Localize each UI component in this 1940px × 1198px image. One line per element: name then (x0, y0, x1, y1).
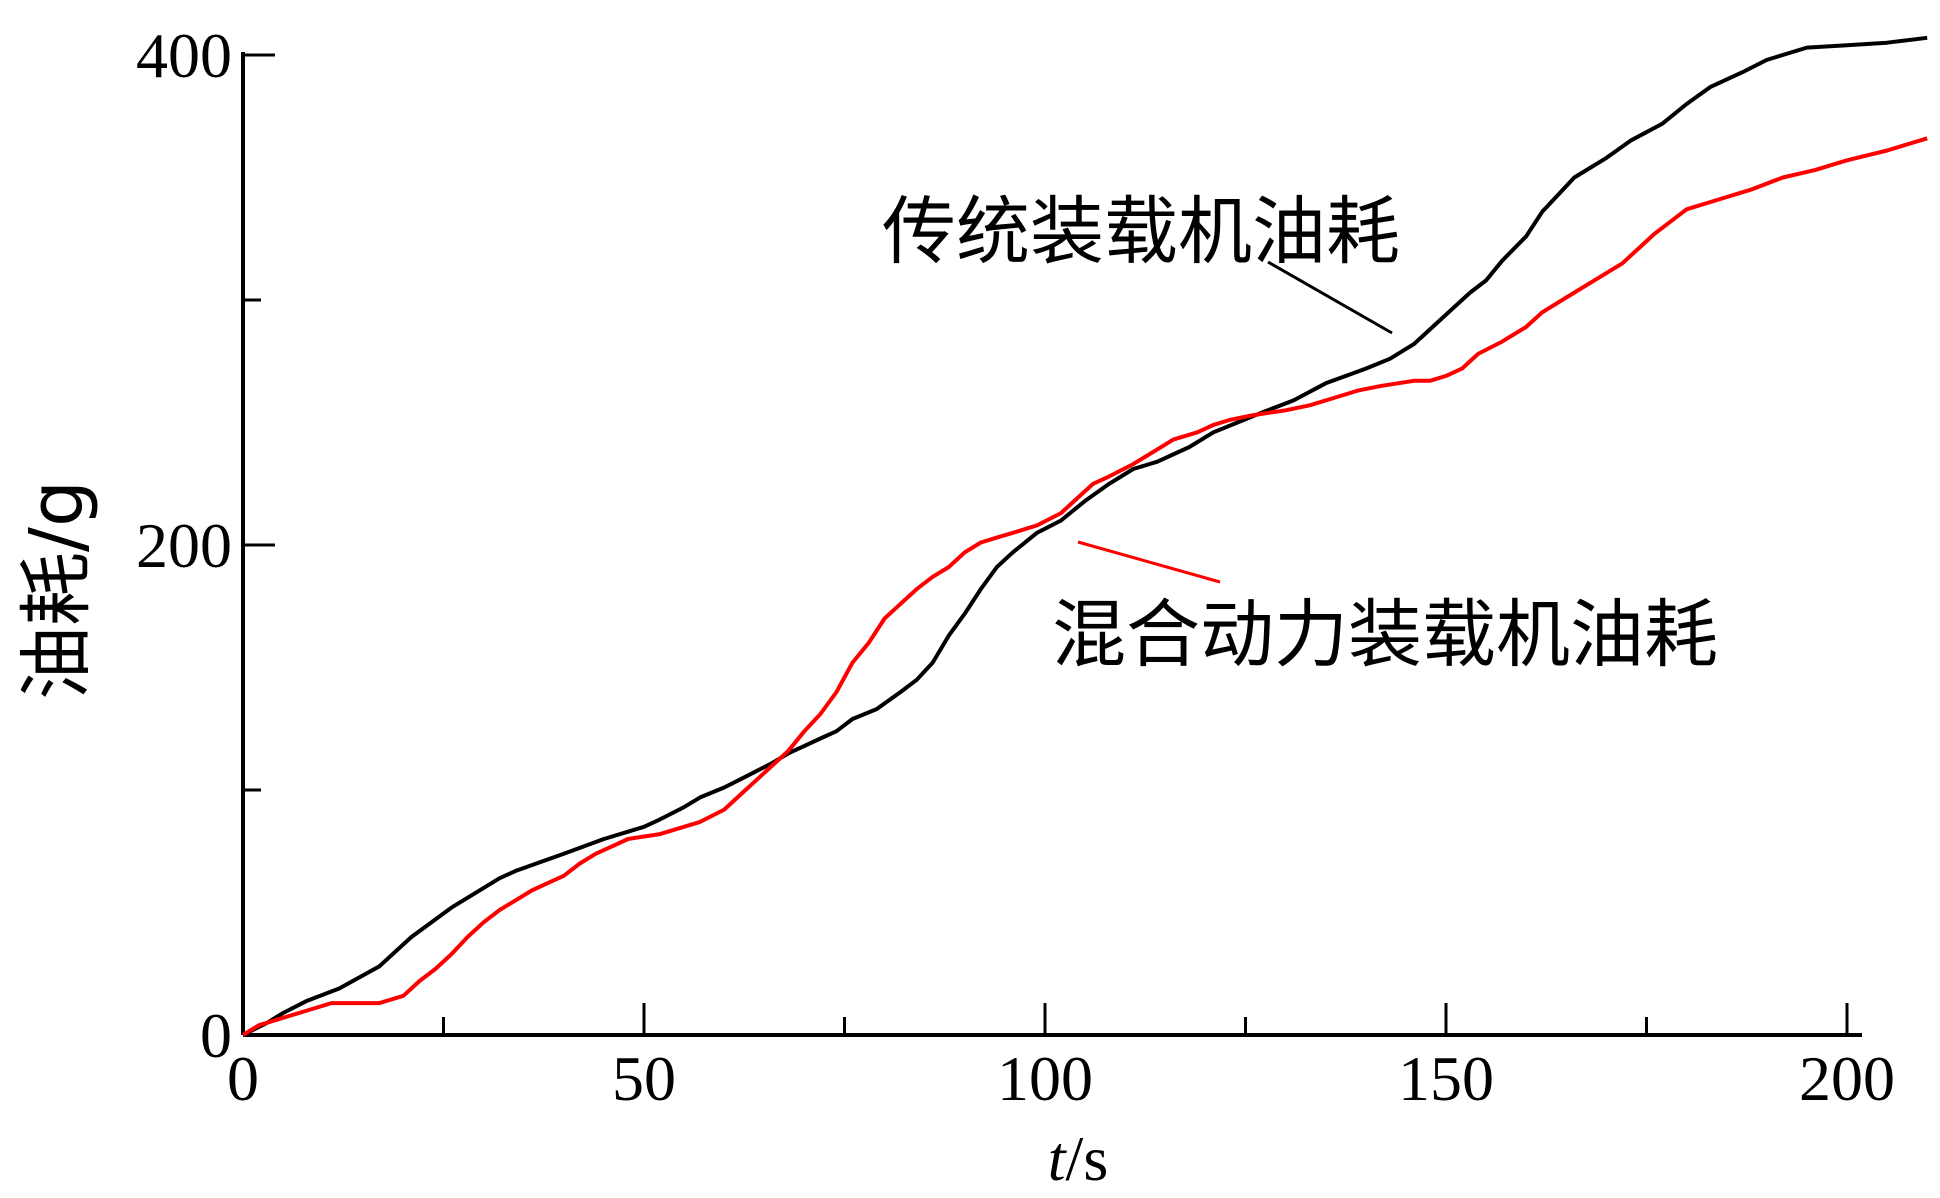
y-tick-label: 0 (200, 1000, 232, 1071)
series-line-hybrid (241, 136, 1928, 1037)
annotation-hybrid: 混合动力装载机油耗 (1052, 592, 1718, 678)
y-tick-label: 200 (136, 510, 232, 581)
x-tick-label: 0 (227, 1043, 259, 1114)
x-axis-title-variable: t (1048, 1123, 1068, 1194)
x-tick-label: 150 (1398, 1043, 1494, 1114)
tick-labels: 0 50 100 150 200 0 200 400 (136, 20, 1895, 1114)
series-line-traditional (242, 35, 1928, 1037)
y-tick-label: 400 (136, 20, 232, 91)
x-tick-label: 100 (997, 1043, 1093, 1114)
y-axis-title: 油耗/g (14, 480, 100, 700)
series-layer (241, 35, 1928, 1037)
ticks (243, 53, 1849, 1035)
x-tick-label: 200 (1799, 1043, 1895, 1114)
x-axis-title-unit: /s (1066, 1123, 1109, 1194)
annotation-traditional: 传统装载机油耗 (882, 189, 1400, 275)
annotation-traditional-leader (1267, 260, 1393, 335)
x-tick-label: 50 (612, 1043, 676, 1114)
x-axis-title: t/s (1048, 1123, 1108, 1194)
annotation-hybrid-leader (1077, 540, 1221, 584)
